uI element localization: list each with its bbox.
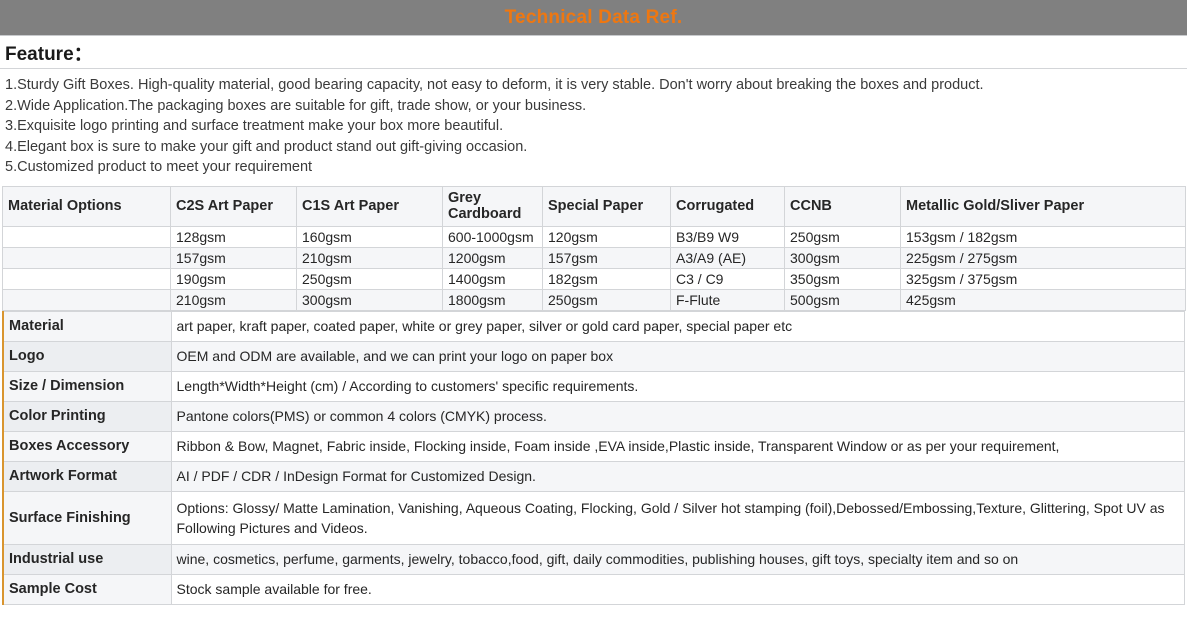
cell-material-options <box>2 288 171 311</box>
column-header-material-options: Material Options <box>2 185 171 227</box>
cell-ccnb: 300gsm <box>784 246 901 269</box>
spec-value: art paper, kraft paper, coated paper, wh… <box>170 310 1185 342</box>
cell-c2s: 128gsm <box>170 225 297 248</box>
spec-label: Size / Dimension <box>2 370 172 402</box>
spec-row-size-dimension: Size / Dimension Length*Width*Height (cm… <box>2 370 1185 402</box>
column-header-corrugated: Corrugated <box>670 185 785 227</box>
cell-corrugated: F-Flute <box>670 288 785 311</box>
feature-line: 2.Wide Application.The packaging boxes a… <box>5 97 587 114</box>
spec-value: wine, cosmetics, perfume, garments, jewe… <box>170 543 1185 575</box>
table-header-row: Material Options C2S Art Paper C1S Art P… <box>2 185 1186 227</box>
cell-material-options <box>2 225 171 248</box>
cell-special: 182gsm <box>542 267 671 290</box>
spec-label: Color Printing <box>2 400 172 432</box>
cell-ccnb: 500gsm <box>784 288 901 311</box>
spec-value: OEM and ODM are available, and we can pr… <box>170 340 1185 372</box>
cell-c2s: 210gsm <box>170 288 297 311</box>
column-header-metallic-paper: Metallic Gold/Sliver Paper <box>900 185 1186 227</box>
spec-row-artwork-format: Artwork Format AI / PDF / CDR / InDesign… <box>2 460 1185 492</box>
cell-c2s: 190gsm <box>170 267 297 290</box>
cell-c2s: 157gsm <box>170 246 297 269</box>
specification-table: Material art paper, kraft paper, coated … <box>2 310 1185 605</box>
table-row: 128gsm 160gsm 600-1000gsm 120gsm B3/B9 W… <box>2 225 1186 248</box>
cell-corrugated: B3/B9 W9 <box>670 225 785 248</box>
feature-heading: Feature： <box>5 43 93 65</box>
spec-row-sample-cost: Sample Cost Stock sample available for f… <box>2 573 1185 605</box>
cell-special: 120gsm <box>542 225 671 248</box>
feature-heading-row: Feature： <box>0 36 1187 69</box>
cell-ccnb: 250gsm <box>784 225 901 248</box>
column-header-special-paper: Special Paper <box>542 185 671 227</box>
column-header-ccnb: CCNB <box>784 185 901 227</box>
spec-value: Pantone colors(PMS) or common 4 colors (… <box>170 400 1185 432</box>
table-row: 190gsm 250gsm 1400gsm 182gsm C3 / C9 350… <box>2 267 1186 290</box>
spec-row-material: Material art paper, kraft paper, coated … <box>2 310 1185 342</box>
spec-value: Ribbon & Bow, Magnet, Fabric inside, Flo… <box>170 430 1185 462</box>
cell-special: 157gsm <box>542 246 671 269</box>
spec-value: AI / PDF / CDR / InDesign Format for Cus… <box>170 460 1185 492</box>
cell-c1s: 250gsm <box>296 267 443 290</box>
spec-value: Options: Glossy/ Matte Lamination, Vanis… <box>170 490 1185 545</box>
cell-grey: 1400gsm <box>442 267 543 290</box>
cell-c1s: 300gsm <box>296 288 443 311</box>
column-header-c1s-art-paper: C1S Art Paper <box>296 185 443 227</box>
spec-row-surface-finishing: Surface Finishing Options: Glossy/ Matte… <box>2 490 1185 545</box>
cell-material-options <box>2 267 171 290</box>
cell-corrugated: A3/A9 (AE) <box>670 246 785 269</box>
material-options-table: Material Options C2S Art Paper C1S Art P… <box>2 185 1186 311</box>
spec-row-color-printing: Color Printing Pantone colors(PMS) or co… <box>2 400 1185 432</box>
spec-value: Length*Width*Height (cm) / According to … <box>170 370 1185 402</box>
table-row: 157gsm 210gsm 1200gsm 157gsm A3/A9 (AE) … <box>2 246 1186 269</box>
cell-metallic: 153gsm / 182gsm <box>900 225 1186 248</box>
cell-special: 250gsm <box>542 288 671 311</box>
feature-line: 1.Sturdy Gift Boxes. High-quality materi… <box>5 77 984 93</box>
spec-label: Artwork Format <box>2 460 172 492</box>
spec-label: Surface Finishing <box>2 490 172 545</box>
spec-row-logo: Logo OEM and ODM are available, and we c… <box>2 340 1185 372</box>
column-header-grey-cardboard: Grey Cardboard <box>442 185 543 227</box>
spec-label: Sample Cost <box>2 573 172 605</box>
spec-row-boxes-accessory: Boxes Accessory Ribbon & Bow, Magnet, Fa… <box>2 430 1185 462</box>
feature-list: 1.Sturdy Gift Boxes. High-quality materi… <box>0 69 1187 186</box>
cell-metallic: 225gsm / 275gsm <box>900 246 1186 269</box>
column-header-c2s-art-paper: C2S Art Paper <box>170 185 297 227</box>
spec-label: Material <box>2 310 172 342</box>
cell-c1s: 210gsm <box>296 246 443 269</box>
cell-ccnb: 350gsm <box>784 267 901 290</box>
page-title: Technical Data Ref. <box>504 6 683 28</box>
title-bar: Technical Data Ref. <box>0 0 1187 36</box>
cell-grey: 1800gsm <box>442 288 543 311</box>
spec-label: Industrial use <box>2 543 172 575</box>
feature-line: 4.Elegant box is sure to make your gift … <box>5 138 528 155</box>
cell-corrugated: C3 / C9 <box>670 267 785 290</box>
spec-value: Stock sample available for free. <box>170 573 1185 605</box>
cell-c1s: 160gsm <box>296 225 443 248</box>
cell-material-options <box>2 246 171 269</box>
cell-metallic: 425gsm <box>900 288 1186 311</box>
spec-label: Logo <box>2 340 172 372</box>
feature-line: 5.Customized product to meet your requir… <box>5 159 313 176</box>
spec-label: Boxes Accessory <box>2 430 172 462</box>
table-row: 210gsm 300gsm 1800gsm 250gsm F-Flute 500… <box>2 288 1186 311</box>
feature-line: 3.Exquisite logo printing and surface tr… <box>5 118 504 135</box>
cell-grey: 600-1000gsm <box>442 225 543 248</box>
cell-grey: 1200gsm <box>442 246 543 269</box>
cell-metallic: 325gsm / 375gsm <box>900 267 1186 290</box>
spec-row-industrial-use: Industrial use wine, cosmetics, perfume,… <box>2 543 1185 575</box>
